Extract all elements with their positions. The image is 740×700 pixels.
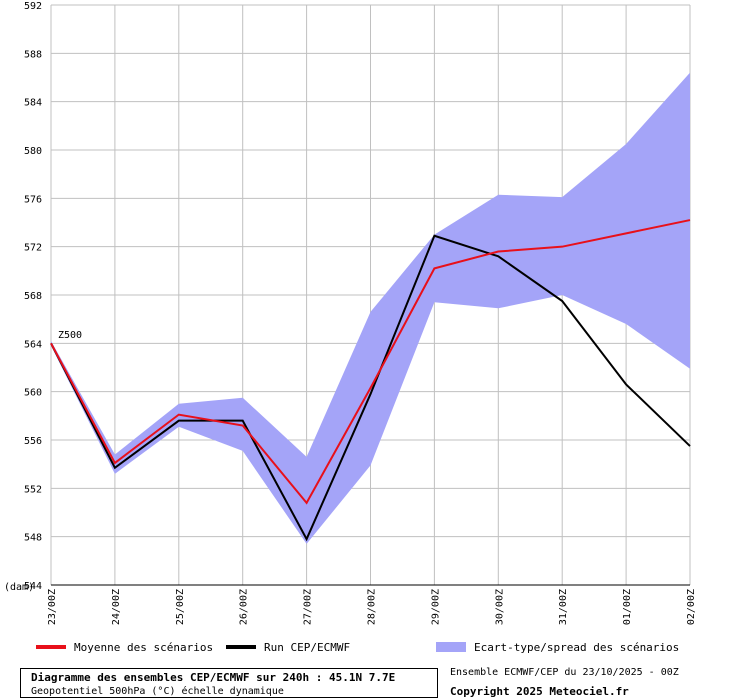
spread-band [51,72,690,544]
x-tick-label: 25/00Z [175,589,186,625]
legend-spread: Ecart-type/spread des scénarios [436,638,679,656]
spread-area [51,72,690,544]
legend-mean-swatch [36,645,66,649]
series-line-run [50,234,691,542]
y-axis-unit: (dam) [4,582,34,593]
legend-spread-swatch [436,642,466,652]
y-tick-label: 556 [24,436,42,447]
y-tick-label: 580 [24,146,42,157]
series-lines [50,219,691,542]
legend-run: Run CEP/ECMWF [226,638,350,656]
x-tick-label: 02/00Z [686,589,697,625]
x-tick-label: 23/00Z [47,589,58,625]
x-tick-label: 24/00Z [111,589,122,625]
y-tick-label: 576 [24,194,42,205]
y-tick-label: 552 [24,484,42,495]
y-tick-label: 548 [24,533,42,544]
y-tick-label: 584 [24,98,42,109]
series-label-z500: Z500 [58,330,82,341]
chart-copyright: Copyright 2025 Meteociel.fr [450,685,629,698]
y-tick-label: 564 [24,339,42,350]
y-tick-label: 588 [24,49,42,60]
x-tick-label: 31/00Z [558,589,569,625]
chart-area: 548552556560564568572576580584588592544 … [4,1,697,625]
y-axis-ticks: 548 552 556 560 564 568 572 576 580 584 588 592 544 [24,1,42,592]
x-tick-label: 01/00Z [622,589,633,625]
chart-info-box: Diagramme des ensembles CEP/ECMWF sur 24… [20,668,438,698]
legend-run-swatch [226,645,256,649]
x-tick-label: 29/00Z [430,589,441,625]
x-tick-label: 28/00Z [367,589,378,625]
chart-title: Diagramme des ensembles CEP/ECMWF sur 24… [31,671,396,684]
y-tick-label: 568 [24,291,42,302]
legend-mean: Moyenne des scénarios [36,638,213,656]
x-tick-label: 27/00Z [303,589,314,625]
chart-credits: Ensemble ECMWF/CEP du 23/10/2025 - 00Z C… [450,666,679,700]
chart-source: Ensemble ECMWF/CEP du 23/10/2025 - 00Z [450,667,679,678]
chart-grid [50,4,691,586]
y-tick-label: 572 [24,243,42,254]
x-tick-label: 30/00Z [494,589,505,625]
legend-run-label: Run CEP/ECMWF [264,640,351,654]
legend-spread-label: Ecart-type/spread des scénarios [474,640,680,654]
y-tick-label: 560 [24,388,42,399]
x-tick-label: 26/00Z [239,589,250,625]
legend-mean-label: Moyenne des scénarios [74,640,214,654]
series-line-mean [50,219,691,505]
y-tick-label: 544 [24,581,42,592]
x-axis-ticks: 23/00Z 24/00Z 25/00Z 26/00Z 27/00Z 28/00Z 29/0… [47,589,697,625]
y-tick-label: 592 [24,1,42,12]
chart-subtitle: Geopotentiel 500hPa (°C) échelle dynamiq… [31,686,284,697]
